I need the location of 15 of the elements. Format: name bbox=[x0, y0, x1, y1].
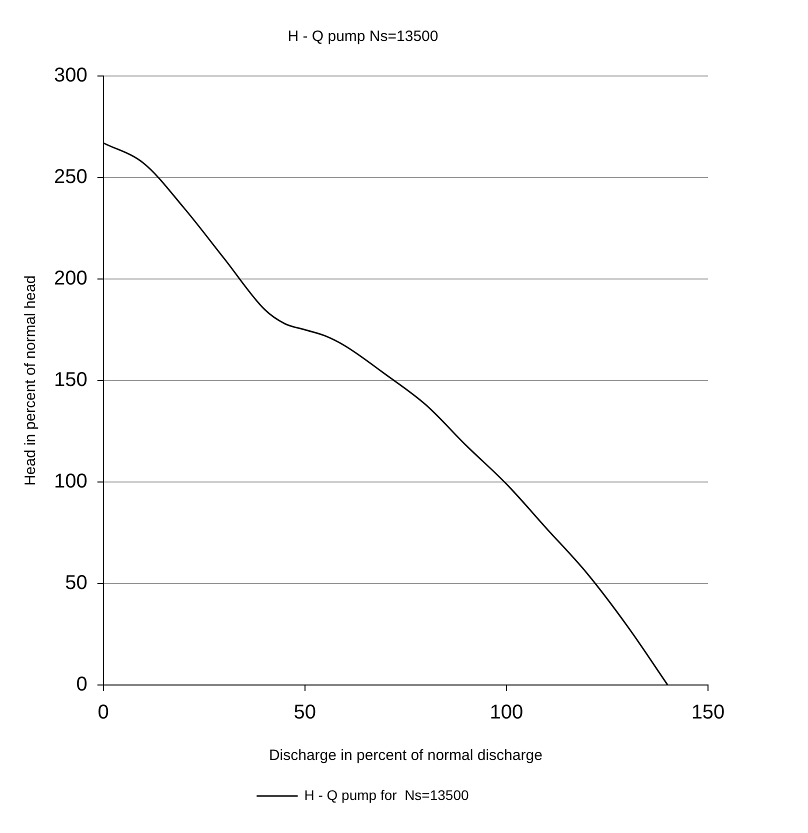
x-tick-label: 100 bbox=[490, 702, 524, 724]
x-tick-label: 0 bbox=[98, 702, 109, 724]
legend-label: H - Q pump for Ns=13500 bbox=[304, 786, 469, 803]
x-tick-label: 50 bbox=[294, 702, 316, 724]
y-tick-label: 200 bbox=[54, 268, 88, 290]
y-tick-label: 100 bbox=[54, 470, 88, 493]
y-tick-label: 150 bbox=[54, 369, 88, 392]
y-tick-label: 300 bbox=[54, 64, 88, 87]
y-axis-title: Head in percent of normal head bbox=[22, 275, 40, 486]
y-tick-label: 250 bbox=[54, 166, 88, 188]
chart-title: H - Q pump Ns=13500 bbox=[288, 28, 438, 46]
y-tick-label: 50 bbox=[65, 572, 88, 594]
x-tick-label: 150 bbox=[691, 702, 725, 724]
x-axis-title: Discharge in percent of normal discharge bbox=[268, 747, 542, 764]
y-tick-label: 0 bbox=[76, 674, 88, 696]
